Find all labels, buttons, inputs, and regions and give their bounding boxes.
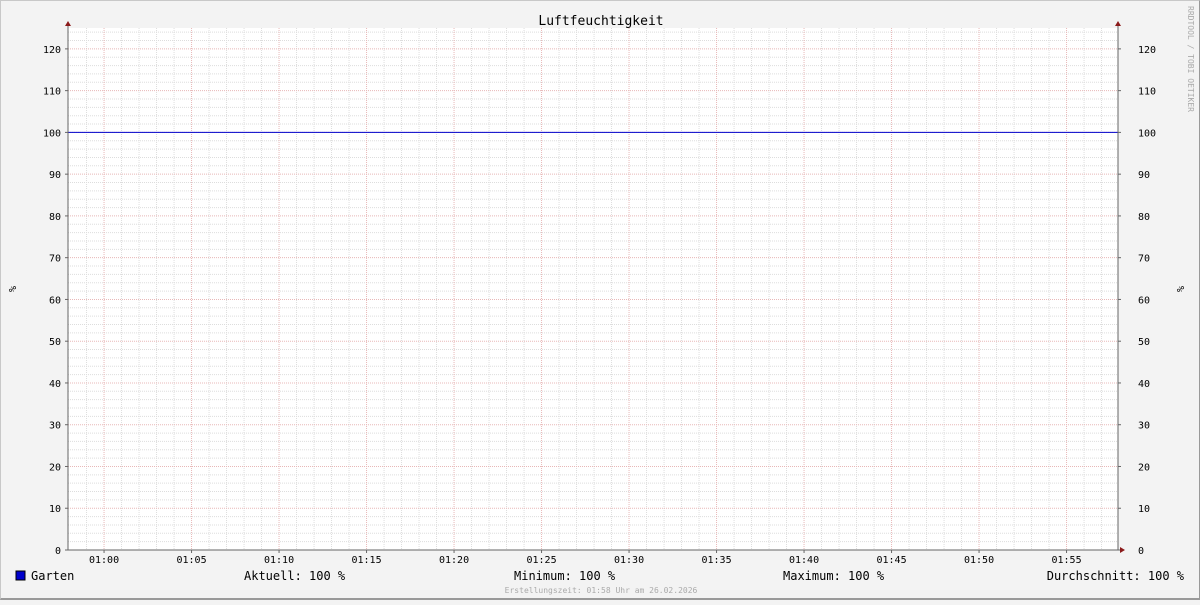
x-tick-label: 01:55 [1051,555,1081,566]
x-tick-label: 01:15 [351,555,381,566]
y-axis-label-right: % [1174,286,1185,292]
y-tick-label-left: 20 [49,462,61,473]
legend-maximum: Maximum: 100 % [783,569,885,583]
chart-title: Luftfeuchtigkeit [538,14,663,29]
y-tick-label-left: 0 [55,546,61,557]
y-tick-label-right: 60 [1138,295,1150,306]
y-tick-label-left: 70 [49,254,61,265]
x-tick-label: 01:40 [789,555,819,566]
x-tick-label: 01:45 [876,555,906,566]
y-tick-label-left: 40 [49,379,61,390]
y-tick-label-left: 60 [49,295,61,306]
x-tick-label: 01:35 [701,555,731,566]
y-tick-label-right: 70 [1138,254,1150,265]
legend-minimum: Minimum: 100 % [514,569,616,583]
y-axis-label-left: % [6,286,17,292]
x-tick-label: 01:25 [526,555,556,566]
y-tick-label-right: 40 [1138,379,1150,390]
x-axis-arrow [1120,547,1125,553]
y-tick-label-right: 50 [1138,337,1150,348]
y-tick-label-left: 120 [43,45,61,56]
y-axis-arrow-right [1115,21,1121,26]
y-tick-label-left: 90 [49,170,61,181]
x-tick-label: 01:20 [439,555,469,566]
y-tick-label-right: 100 [1138,128,1156,139]
x-tick-label: 01:30 [614,555,644,566]
x-tick-label: 01:05 [176,555,206,566]
creation-time-footer: Erstellungszeit: 01:58 Uhr am 26.02.2026 [505,586,698,595]
y-tick-label-right: 30 [1138,421,1150,432]
y-tick-label-right: 20 [1138,462,1150,473]
y-tick-label-left: 110 [43,87,61,98]
y-tick-label-right: 110 [1138,87,1156,98]
y-tick-label-left: 50 [49,337,61,348]
y-axis-arrow-left [65,21,71,26]
y-tick-label-left: 80 [49,212,61,223]
legend-average: Durchschnitt: 100 % [1047,569,1185,583]
legend-swatch-garten [15,570,26,581]
y-tick-label-right: 10 [1138,504,1150,515]
y-tick-label-right: 0 [1138,546,1144,557]
x-tick-label: 01:00 [89,555,119,566]
y-tick-label-right: 120 [1138,45,1156,56]
y-tick-label-left: 30 [49,421,61,432]
y-tick-label-right: 80 [1138,212,1150,223]
legend-series-name: Garten [31,569,74,583]
y-tick-label-right: 90 [1138,170,1150,181]
watermark: RRDTOOL / TOBI OETIKER [1186,6,1195,112]
plot-area [68,28,1118,550]
x-tick-label: 01:10 [264,555,294,566]
legend-current: Aktuell: 100 % [244,569,346,583]
x-tick-label: 01:50 [964,555,994,566]
y-tick-label-left: 100 [43,128,61,139]
y-tick-label-left: 10 [49,504,61,515]
